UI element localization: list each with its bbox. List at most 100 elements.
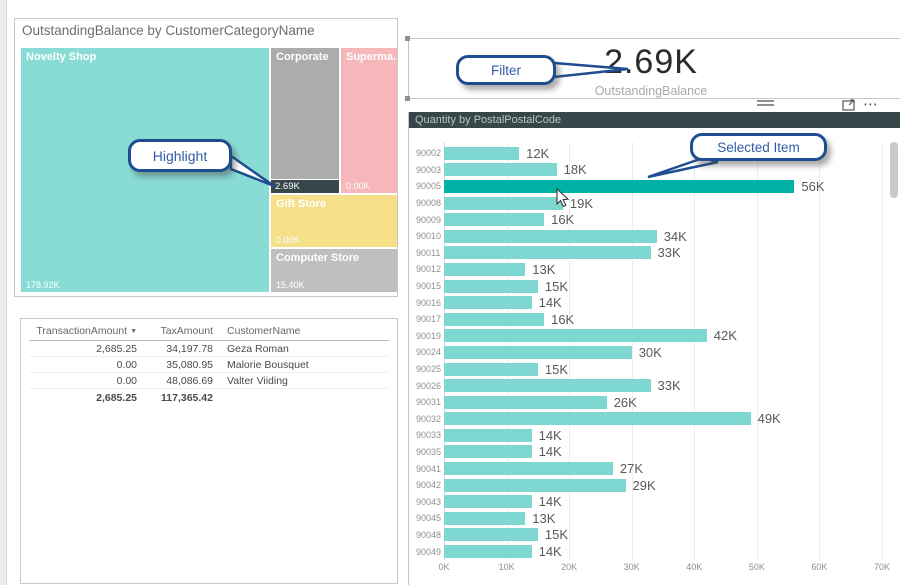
- bar-90017[interactable]: [444, 312, 545, 326]
- cell-transaction-amount: 2,685.25: [29, 340, 137, 357]
- bar-row: 90012 13K: [409, 261, 900, 278]
- bar-90031[interactable]: [444, 395, 607, 409]
- value-label: 29K: [632, 477, 656, 493]
- tile-label: Gift Store: [276, 198, 327, 210]
- value-label: 33K: [657, 378, 681, 394]
- bar-90012[interactable]: [444, 262, 526, 276]
- value-label: 14K: [538, 427, 562, 443]
- category-label: 90002: [416, 148, 442, 159]
- total-transaction-amount: 2,685.25: [29, 388, 137, 405]
- cell-transaction-amount: 0.00: [29, 372, 137, 389]
- treemap-visual[interactable]: OutstandingBalance by CustomerCategoryNa…: [14, 18, 398, 297]
- x-tick-label: 30K: [623, 562, 640, 572]
- category-label: 90019: [416, 330, 442, 341]
- bar-90035[interactable]: [444, 445, 532, 459]
- bar-row: 90042 29K: [409, 477, 900, 494]
- value-label: 14K: [538, 444, 562, 460]
- value-label: 12K: [526, 145, 550, 161]
- gridline: [756, 142, 758, 560]
- tile-label: Computer Store: [276, 252, 360, 264]
- category-label: 90011: [416, 247, 441, 258]
- bar-row: 90011 33K: [409, 245, 900, 262]
- tile-label: Superma...: [346, 51, 397, 63]
- category-label: 90017: [416, 314, 442, 325]
- column-header-customer-name[interactable]: CustomerName: [213, 323, 389, 341]
- bar-90045[interactable]: [444, 511, 526, 525]
- bar-rows: 90002 12K 90003 18K 90005 56K 90008 19K 90009 16K…: [409, 145, 900, 560]
- bar-90003[interactable]: [444, 163, 557, 177]
- bar-90025[interactable]: [444, 362, 538, 376]
- table-row[interactable]: 0.00 48,086.69 Valter Viiding: [29, 372, 389, 389]
- bar-row: 90002 12K: [409, 145, 900, 162]
- value-label: 33K: [657, 245, 681, 261]
- value-label: 16K: [551, 311, 575, 327]
- treemap-title: OutstandingBalance by CustomerCategoryNa…: [22, 23, 315, 38]
- value-label: 19K: [569, 195, 594, 211]
- card-label: OutstandingBalance: [594, 84, 708, 98]
- bar-chart-visual[interactable]: Quantity by PostalPostalCode 90002 12K 900…: [408, 112, 900, 585]
- canvas-left-gutter: [0, 0, 7, 585]
- treemap-highlight-band[interactable]: 2.69K: [271, 180, 339, 193]
- focus-mode-icon[interactable]: [842, 98, 856, 111]
- table-visual[interactable]: TransactionAmount ▼ TaxAmount CustomerNam…: [20, 318, 398, 584]
- bar-90011[interactable]: [444, 246, 651, 260]
- bar-90024[interactable]: [444, 345, 632, 359]
- value-label: 14K: [538, 295, 562, 311]
- treemap-tile-computer-store[interactable]: Computer Store 15.40K: [271, 249, 397, 292]
- bar-90010[interactable]: [444, 229, 657, 243]
- value-label: 42K: [713, 328, 737, 344]
- category-label: 90049: [416, 546, 442, 557]
- bar-90008[interactable]: [444, 196, 563, 210]
- visual-drag-handle[interactable]: [757, 100, 774, 107]
- treemap-tile-corporate[interactable]: Corporate: [271, 48, 339, 179]
- column-header-tax-amount[interactable]: TaxAmount: [137, 323, 213, 341]
- gridline: [694, 142, 696, 560]
- selection-handle[interactable]: [405, 36, 410, 41]
- cell-tax-amount: 34,197.78: [137, 340, 213, 357]
- value-label: 30K: [638, 344, 662, 360]
- scrollbar-thumb[interactable]: [890, 142, 898, 198]
- bar-90032[interactable]: [444, 412, 751, 426]
- selection-handle[interactable]: [405, 96, 410, 101]
- bar-90042[interactable]: [444, 478, 626, 492]
- bar-row: 90035 14K: [409, 444, 900, 461]
- bar-90048[interactable]: [444, 528, 538, 542]
- table-row[interactable]: 0.00 35,080.95 Malorie Bousquet: [29, 356, 389, 373]
- highlight-callout: Highlight: [128, 139, 232, 172]
- category-label: 90005: [416, 181, 442, 192]
- x-tick-label: 50K: [748, 562, 765, 572]
- more-options-icon[interactable]: ⋯: [863, 95, 879, 113]
- bar-90049[interactable]: [444, 545, 532, 559]
- bar-row: 90026 33K: [409, 377, 900, 394]
- table-row[interactable]: 2,685.25 34,197.78 Geza Roman: [29, 340, 389, 357]
- cell-customer-name: Valter Viiding: [213, 372, 389, 389]
- bar-row: 90008 19K: [409, 195, 900, 212]
- bar-90041[interactable]: [444, 462, 613, 476]
- gridline: [631, 142, 633, 560]
- table-header-row[interactable]: TransactionAmount ▼ TaxAmount CustomerNam…: [29, 323, 389, 341]
- treemap-tile-gift-store[interactable]: Gift Store 0.00K: [271, 195, 397, 247]
- tile-value: 0.00K: [276, 235, 300, 245]
- column-header-transaction-amount[interactable]: TransactionAmount ▼: [29, 323, 137, 341]
- bar-90043[interactable]: [444, 495, 532, 509]
- category-label: 90024: [416, 347, 442, 358]
- bar-row: 90015 15K: [409, 278, 900, 295]
- category-label: 90041: [416, 463, 442, 474]
- treemap-tile-supermarket[interactable]: Superma... 0.00K: [341, 48, 397, 193]
- category-label: 90042: [416, 480, 442, 491]
- value-label: 13K: [532, 261, 556, 277]
- bar-90009[interactable]: [444, 213, 545, 227]
- category-label: 90009: [416, 214, 442, 225]
- x-tick-label: 0K: [438, 562, 450, 572]
- bar-row: 90017 16K: [409, 311, 900, 328]
- bar-90002[interactable]: [444, 146, 520, 160]
- bar-90026[interactable]: [444, 379, 651, 393]
- bar-90015[interactable]: [444, 279, 538, 293]
- bar-row: 90003 18K: [409, 162, 900, 179]
- bar-90019[interactable]: [444, 329, 707, 343]
- bar-90033[interactable]: [444, 428, 532, 442]
- bar-90016[interactable]: [444, 296, 532, 310]
- bar-row: 90009 16K: [409, 211, 900, 228]
- category-label: 90045: [416, 513, 442, 524]
- bar-90005[interactable]: [444, 179, 795, 193]
